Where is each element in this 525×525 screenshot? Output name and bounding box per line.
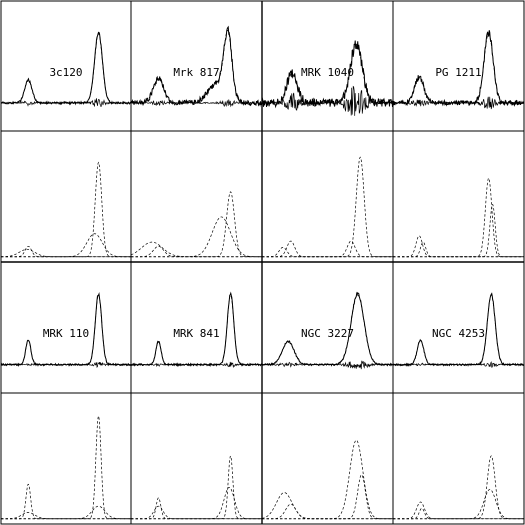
galaxy-panel-3: PG 1211 bbox=[393, 30, 524, 258]
fit-plot-1: Mrk 817 bbox=[131, 25, 262, 108]
component-plot-1 bbox=[131, 191, 262, 258]
panel-label: PG 1211 bbox=[435, 66, 481, 79]
fit-plot-5: MRK 841 bbox=[131, 291, 262, 369]
fit-plot-6: NGC 3227 bbox=[262, 291, 393, 370]
component-plot-5 bbox=[131, 455, 262, 520]
component-profile-0 bbox=[393, 501, 524, 520]
component-profile-3 bbox=[393, 489, 524, 520]
fit-plot-3: PG 1211 bbox=[393, 30, 524, 110]
panel-label: NGC 4253 bbox=[432, 327, 485, 340]
galaxy-panel-1: Mrk 817 bbox=[131, 25, 262, 258]
panel-label: MRK 1040 bbox=[301, 66, 354, 79]
residuals-line bbox=[393, 96, 524, 110]
residuals-line bbox=[393, 361, 524, 368]
galaxy-panel-2: MRK 1040 bbox=[262, 40, 393, 258]
fit-plot-7: NGC 4253 bbox=[393, 292, 524, 368]
galaxy-panel-0: 3c120 bbox=[1, 31, 131, 258]
component-profile-3 bbox=[393, 204, 524, 258]
residuals-line bbox=[1, 361, 131, 368]
residuals-line bbox=[131, 99, 262, 108]
panel-label: NGC 3227 bbox=[301, 327, 354, 340]
observed-spectrum-line bbox=[1, 31, 131, 106]
residuals-line bbox=[1, 98, 131, 107]
galaxy-panel-5: MRK 841 bbox=[131, 291, 262, 520]
component-profile-3 bbox=[262, 240, 393, 258]
panel-label: Mrk 817 bbox=[173, 66, 219, 79]
galaxy-panel-7: NGC 4253 bbox=[393, 292, 524, 520]
residuals-line bbox=[262, 85, 393, 116]
panels-layer: 3c120 Mrk 817 MRK 1040 PG 1211 MRK 110 MRK 84… bbox=[1, 25, 524, 520]
component-plot-6 bbox=[262, 439, 393, 520]
component-profile-3 bbox=[1, 233, 131, 258]
component-profile-3 bbox=[131, 486, 262, 520]
galaxy-panel-4: MRK 110 bbox=[1, 291, 131, 520]
observed-spectrum-line bbox=[262, 291, 393, 367]
galaxy-panel-6: NGC 3227 bbox=[262, 291, 393, 520]
component-plot-2 bbox=[262, 156, 393, 258]
component-plot-0 bbox=[1, 161, 131, 258]
component-profile-3 bbox=[262, 474, 393, 520]
component-plot-7 bbox=[393, 455, 524, 520]
component-plot-3 bbox=[393, 177, 524, 258]
fit-plot-0: 3c120 bbox=[1, 31, 131, 107]
panel-label: MRK 841 bbox=[173, 327, 219, 340]
observed-spectrum-line bbox=[1, 291, 131, 367]
fit-plot-4: MRK 110 bbox=[1, 291, 131, 368]
observed-spectrum-line bbox=[262, 40, 393, 109]
panel-label: MRK 110 bbox=[43, 327, 89, 340]
component-plot-4 bbox=[1, 414, 131, 520]
component-profile-2 bbox=[131, 191, 262, 258]
component-profile-3 bbox=[131, 216, 262, 258]
panel-label: 3c120 bbox=[49, 66, 82, 79]
residuals-line bbox=[131, 361, 262, 369]
component-profile-0 bbox=[1, 245, 131, 258]
residuals-line bbox=[262, 360, 393, 370]
component-profile-3 bbox=[1, 505, 131, 520]
fit-plot-2: MRK 1040 bbox=[262, 40, 393, 116]
